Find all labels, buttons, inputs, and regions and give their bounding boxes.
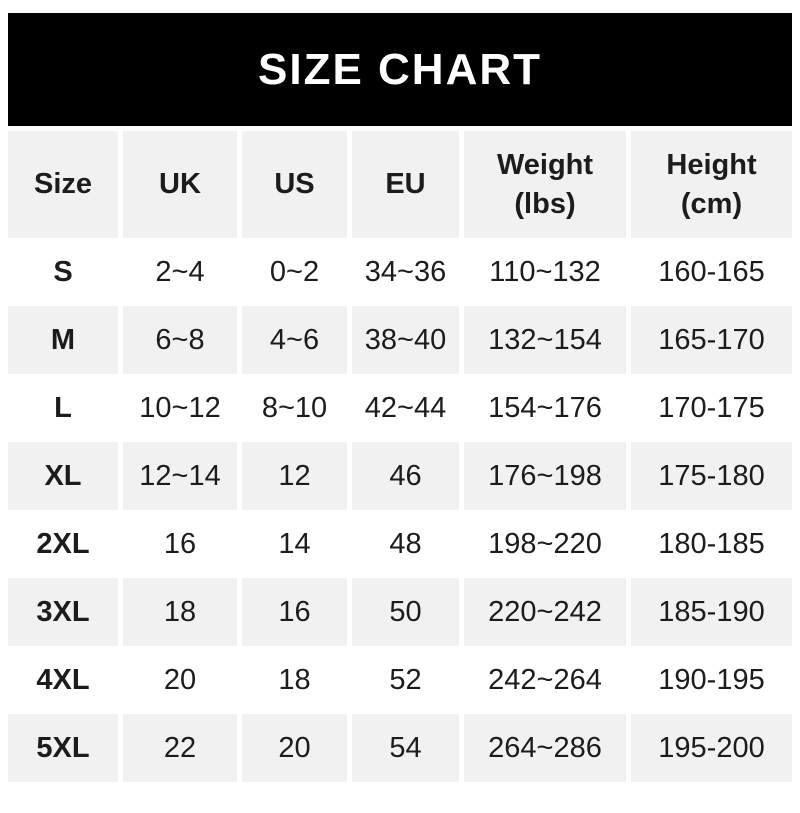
- title-banner: SIZE CHART: [8, 13, 792, 126]
- table-cell: 190-195: [658, 663, 765, 696]
- table-row-xl: XL 12~14 12 46 176~198 175-180: [8, 442, 792, 510]
- table-cell: 16: [163, 527, 197, 560]
- table-cell: 170-175: [658, 391, 765, 424]
- table-cell: 110~132: [489, 255, 601, 288]
- table-row-m: M 6~8 4~6 38~40 132~154 165-170: [8, 306, 792, 374]
- row-label: XL: [8, 442, 118, 510]
- table-cell: 176~198: [464, 442, 626, 510]
- row-label: L: [54, 391, 72, 424]
- header-label: Height: [666, 149, 757, 182]
- table-cell: 34~36: [364, 255, 447, 288]
- table-cell: 42~44: [364, 391, 447, 424]
- table-cell: 52: [389, 663, 422, 696]
- table-cell: 8~10: [261, 391, 328, 424]
- row-label: M: [8, 306, 118, 374]
- table-cell: 154~176: [488, 391, 602, 424]
- row-label: 5XL: [8, 714, 118, 782]
- table-cell: 14: [278, 527, 311, 560]
- table-cell: 160-165: [658, 255, 765, 288]
- header-label: Size: [33, 168, 93, 201]
- table-cell: 22: [123, 714, 237, 782]
- table-cell: 46: [352, 442, 459, 510]
- table-cell: 16: [242, 578, 347, 646]
- table-cell: 165-170: [631, 306, 792, 374]
- table-cell: 38~40: [352, 306, 459, 374]
- table-cell: 242~264: [488, 663, 602, 696]
- header-label: EU: [385, 168, 426, 201]
- row-label: 2XL: [36, 527, 90, 560]
- table-cell: 132~154: [464, 306, 626, 374]
- header-cell-size: Size: [8, 131, 118, 238]
- header-label: Weight: [496, 149, 594, 182]
- table-cell: 0~2: [269, 255, 320, 288]
- table-cell: 54: [352, 714, 459, 782]
- header-label-sub: (cm): [680, 187, 743, 220]
- table-cell: 175-180: [631, 442, 792, 510]
- table-cell: 2~4: [155, 255, 205, 288]
- table-cell: 6~8: [123, 306, 237, 374]
- table-cell: 18: [123, 578, 237, 646]
- table-row-4xl: 4XL 20 18 52 242~264 190-195: [8, 646, 792, 714]
- table-cell: 264~286: [464, 714, 626, 782]
- header-label: US: [274, 168, 315, 201]
- header-cell-height: Height (cm): [631, 131, 792, 238]
- header-cell-uk: UK: [123, 131, 237, 238]
- table-cell: 185-190: [631, 578, 792, 646]
- table-cell: 20: [242, 714, 347, 782]
- table-cell: 20: [163, 663, 197, 696]
- table-cell: 195-200: [631, 714, 792, 782]
- header-label: UK: [159, 168, 201, 201]
- header-cell-weight: Weight (lbs): [464, 131, 626, 238]
- table-row-5xl: 5XL 22 20 54 264~286 195-200: [8, 714, 792, 782]
- table-row-l: L 10~12 8~10 42~44 154~176 170-175: [8, 374, 792, 442]
- table-row-3xl: 3XL 18 16 50 220~242 185-190: [8, 578, 792, 646]
- table-cell: 220~242: [464, 578, 626, 646]
- table-cell: 18: [278, 663, 311, 696]
- row-label: 3XL: [8, 578, 118, 646]
- table-cell: 10~12: [139, 391, 221, 424]
- table-cell: 4~6: [242, 306, 347, 374]
- page-title: SIZE CHART: [258, 44, 542, 94]
- table-cell: 50: [352, 578, 459, 646]
- table-cell: 12: [242, 442, 347, 510]
- table-header-row: Size UK US EU Weight (lbs) Height (cm): [8, 131, 792, 238]
- header-cell-us: US: [242, 131, 347, 238]
- table-row-2xl: 2XL 16 14 48 198~220 180-185: [8, 510, 792, 578]
- header-cell-eu: EU: [352, 131, 459, 238]
- header-label-sub: (lbs): [514, 187, 576, 220]
- table-cell: 180-185: [658, 527, 765, 560]
- table-row-s: S 2~4 0~2 34~36 110~132 160-165: [8, 238, 792, 306]
- table-cell: 48: [389, 527, 422, 560]
- row-label: 4XL: [36, 663, 90, 696]
- size-chart-page: SIZE CHART Size UK US EU Weight (lbs): [0, 13, 800, 813]
- row-label: S: [53, 255, 73, 288]
- size-table: Size UK US EU Weight (lbs) Height (cm): [8, 131, 792, 782]
- table-cell: 198~220: [488, 527, 602, 560]
- table-cell: 12~14: [123, 442, 237, 510]
